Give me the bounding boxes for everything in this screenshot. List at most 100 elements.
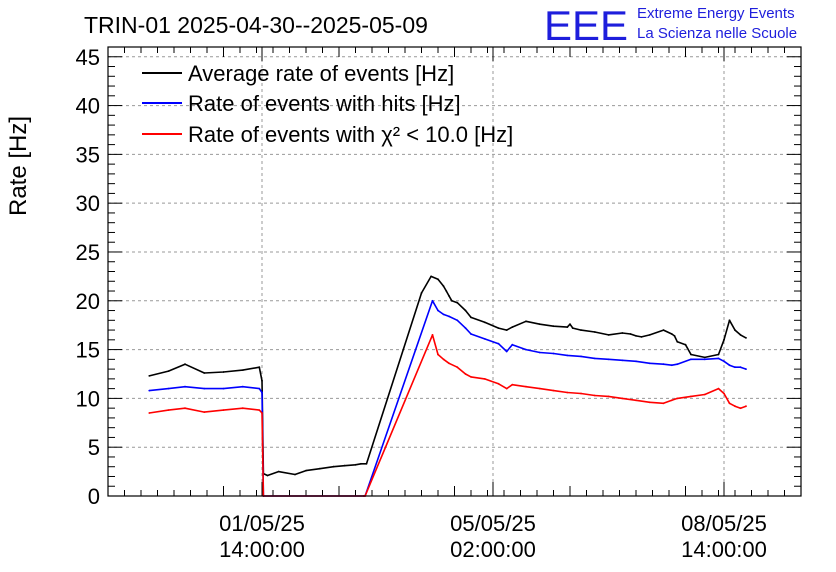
- data-point: [690, 395, 692, 398]
- y-tick-label: 45: [76, 45, 100, 70]
- data-point: [430, 275, 432, 278]
- eee-logo: EEE Extreme Energy Events La Scienza nel…: [544, 2, 797, 49]
- legend-label-1: Rate of events with hits [Hz]: [188, 91, 461, 116]
- data-point: [203, 411, 206, 413]
- data-point: [676, 397, 679, 400]
- data-point: [739, 407, 742, 410]
- data-point: [635, 399, 637, 402]
- data-point: [470, 333, 472, 335]
- data-point: [448, 315, 450, 318]
- data-point: [203, 372, 206, 374]
- data-point: [662, 402, 665, 405]
- legend: Average rate of events [Hz] Rate of event…: [142, 61, 513, 147]
- data-point: [552, 352, 555, 355]
- data-point: [525, 320, 527, 323]
- data-point: [184, 407, 186, 410]
- data-point: [497, 382, 500, 385]
- data-point: [456, 301, 459, 304]
- data-point: [505, 387, 508, 390]
- data-point: [739, 366, 742, 369]
- data-point: [511, 343, 514, 346]
- y-tick-labels: 0 5 10 15 20 25 30 35 40 45: [76, 45, 100, 509]
- data-point: [571, 327, 574, 329]
- data-point: [222, 387, 225, 390]
- y-tick-label: 25: [76, 240, 100, 265]
- data-point: [442, 313, 445, 316]
- data-point: [734, 366, 736, 369]
- data-point: [167, 387, 170, 390]
- data-point: [717, 357, 720, 360]
- data-point: [621, 332, 624, 334]
- data-point: [635, 335, 637, 337]
- data-point: [437, 309, 439, 312]
- data-point: [445, 290, 448, 292]
- series-line-0: [149, 275, 747, 477]
- data-point: [148, 375, 151, 377]
- data-point: [648, 334, 651, 336]
- data-point: [354, 463, 357, 466]
- data-point: [734, 405, 736, 408]
- data-point: [261, 379, 263, 382]
- legend-label-2: Rate of events with χ² < 10.0 [Hz]: [188, 122, 513, 147]
- data-point: [538, 351, 541, 354]
- data-point: [552, 389, 555, 392]
- data-point: [365, 462, 368, 465]
- data-point: [676, 340, 679, 343]
- data-point: [505, 329, 508, 331]
- data-point: [745, 337, 747, 339]
- x-tick-labels: 01/05/2514:00:0005/05/2502:00:0008/05/25…: [219, 511, 767, 562]
- data-point: [261, 391, 263, 394]
- data-point: [580, 355, 582, 358]
- data-point: [673, 335, 676, 337]
- data-series: [148, 275, 747, 497]
- data-point: [305, 469, 307, 472]
- data-point: [593, 394, 596, 397]
- y-tick-label: 20: [76, 289, 100, 314]
- y-tick-label: 0: [88, 484, 100, 509]
- data-point: [690, 358, 692, 361]
- data-point: [266, 474, 269, 477]
- data-point: [745, 368, 747, 370]
- data-point: [580, 329, 582, 331]
- data-point: [420, 292, 423, 294]
- data-point: [569, 323, 571, 326]
- data-point: [728, 319, 731, 322]
- data-point: [167, 370, 170, 372]
- data-point: [258, 409, 261, 411]
- data-point: [703, 358, 706, 361]
- data-point: [448, 362, 450, 365]
- data-point: [222, 409, 225, 411]
- y-tick-label: 35: [76, 142, 100, 167]
- legend-label-0: Average rate of events [Hz]: [188, 61, 454, 86]
- data-point: [580, 392, 582, 395]
- data-point: [360, 462, 362, 465]
- data-point: [676, 363, 679, 366]
- data-point: [505, 350, 508, 353]
- data-point: [621, 359, 624, 362]
- data-point: [456, 366, 459, 369]
- logo-line1: Extreme Energy Events: [637, 5, 795, 22]
- data-point: [690, 353, 692, 356]
- data-point: [343, 464, 346, 467]
- data-point: [431, 334, 434, 336]
- data-point: [723, 360, 725, 363]
- data-point: [431, 299, 434, 302]
- data-point: [662, 363, 665, 366]
- data-point: [148, 412, 151, 414]
- data-point: [203, 387, 206, 390]
- data-point: [294, 473, 296, 476]
- data-point: [511, 383, 514, 386]
- data-point: [728, 402, 731, 405]
- data-point: [450, 299, 453, 302]
- data-point: [635, 360, 637, 363]
- data-point: [621, 397, 624, 400]
- data-point: [607, 395, 610, 398]
- data-point: [222, 371, 225, 373]
- data-point: [703, 356, 706, 359]
- data-point: [497, 327, 500, 329]
- data-point: [456, 319, 459, 322]
- data-point: [607, 334, 610, 336]
- data-point: [538, 387, 541, 390]
- logo-line2: La Scienza nelle Scuole: [637, 25, 797, 42]
- chart-title: TRIN-01 2025-04-30--2025-05-09: [84, 12, 428, 38]
